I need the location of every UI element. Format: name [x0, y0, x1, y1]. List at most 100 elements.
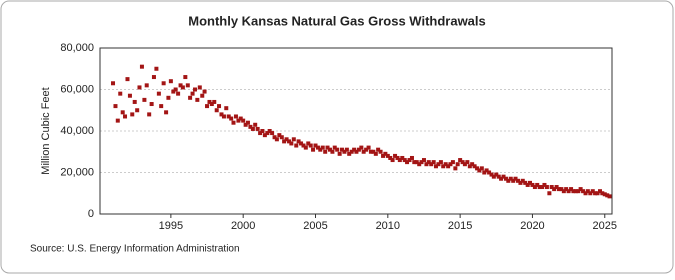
point	[581, 189, 586, 194]
point	[195, 97, 200, 102]
point	[183, 75, 188, 80]
point	[511, 178, 516, 183]
point	[209, 102, 214, 107]
point	[518, 180, 523, 185]
point	[125, 77, 130, 82]
point	[552, 187, 557, 192]
point	[299, 141, 304, 146]
point	[564, 187, 569, 192]
point	[166, 95, 171, 100]
point	[313, 143, 318, 148]
point	[265, 131, 270, 136]
point	[424, 162, 429, 167]
point	[164, 110, 169, 115]
point	[487, 170, 492, 175]
point	[154, 66, 159, 71]
point	[320, 145, 325, 150]
point	[217, 104, 222, 109]
point	[308, 143, 313, 148]
point	[123, 114, 128, 119]
point	[277, 133, 282, 138]
point	[465, 160, 470, 165]
point	[460, 160, 465, 165]
y-tick-label: 60,000	[60, 83, 94, 95]
point	[330, 149, 335, 154]
point	[267, 129, 272, 133]
point	[262, 133, 267, 138]
point	[482, 170, 487, 175]
point	[233, 114, 238, 119]
point	[450, 160, 455, 165]
point	[279, 135, 284, 140]
point	[193, 87, 198, 92]
y-tick-label: 20,000	[60, 166, 94, 178]
point	[115, 118, 120, 123]
point	[453, 166, 458, 171]
point	[200, 93, 205, 98]
point	[573, 189, 578, 194]
point	[272, 135, 277, 140]
point	[323, 149, 328, 154]
point	[137, 85, 142, 90]
point	[494, 172, 499, 177]
point	[535, 182, 540, 187]
point	[378, 149, 383, 154]
point	[130, 112, 135, 117]
point	[214, 108, 219, 113]
point	[549, 185, 554, 190]
point	[219, 112, 224, 117]
point	[241, 118, 246, 123]
point	[349, 149, 354, 154]
point	[118, 91, 123, 96]
point	[583, 191, 588, 196]
point	[407, 158, 412, 163]
point	[576, 189, 581, 194]
point	[477, 168, 482, 173]
point	[171, 89, 176, 94]
point	[180, 85, 185, 90]
point	[441, 164, 446, 169]
point	[520, 178, 525, 183]
point	[448, 162, 453, 167]
point	[127, 93, 132, 98]
x-tick-label: 2010	[376, 220, 400, 232]
point	[383, 151, 388, 156]
y-tick-label: 0	[88, 208, 94, 220]
point	[270, 131, 275, 136]
point	[523, 180, 528, 185]
frame	[0, 0, 674, 274]
point	[499, 176, 504, 181]
point	[462, 162, 467, 167]
point	[602, 192, 607, 197]
point	[315, 145, 320, 150]
source: Source: U.S. Energy Information Administ…	[30, 244, 240, 255]
point	[224, 106, 229, 111]
point	[458, 158, 463, 163]
x-tick-label: 1995	[159, 220, 183, 232]
point	[600, 191, 605, 196]
y-tick-label: 40,000	[60, 125, 94, 137]
point	[190, 91, 195, 96]
point	[569, 187, 574, 192]
point	[236, 118, 241, 123]
point	[318, 147, 323, 152]
point	[147, 112, 152, 117]
point	[245, 120, 250, 125]
point	[226, 114, 231, 119]
point	[221, 114, 226, 119]
point	[253, 122, 258, 127]
x-tick-label: 2015	[448, 220, 472, 232]
point	[525, 182, 530, 187]
point	[429, 162, 434, 167]
point	[337, 151, 342, 156]
point	[402, 158, 407, 163]
point	[513, 176, 518, 181]
x-tick-label: 2005	[303, 220, 327, 232]
point	[231, 120, 236, 125]
point	[527, 180, 532, 185]
point	[501, 174, 506, 179]
point	[571, 189, 576, 194]
point	[412, 160, 417, 165]
point	[590, 189, 595, 194]
